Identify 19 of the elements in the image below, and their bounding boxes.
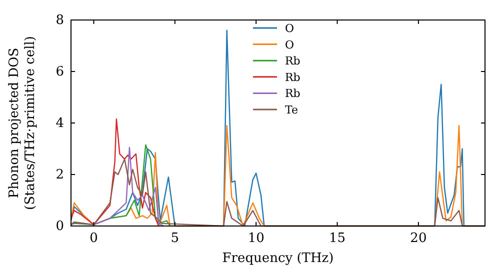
y-tick-label: 4 [56,116,64,132]
y-tick-label: 2 [56,168,64,183]
y-tick-label: 8 [56,13,64,28]
legend-label: Rb [285,87,300,100]
x-tick-label: 15 [328,231,346,246]
x-tick-label: 0 [90,231,98,246]
legend-label: Rb [285,70,300,84]
y-tick-label: 0 [56,219,64,234]
x-tick-label: 20 [410,231,427,246]
y-axis-title: Phonon projected DOS (States/THz·primitive cell) [7,36,38,210]
x-tick-label: 10 [248,231,264,246]
y-tick-label: 6 [56,64,64,80]
x-axis-title: Frequency (THz) [222,251,334,266]
x-tick-label: 5 [170,231,180,246]
line-series [70,118,160,227]
legend-label: O [285,38,294,52]
legend-label: O [285,22,294,35]
legend-label: Te [285,104,298,116]
legend-label: Rb [285,54,300,68]
